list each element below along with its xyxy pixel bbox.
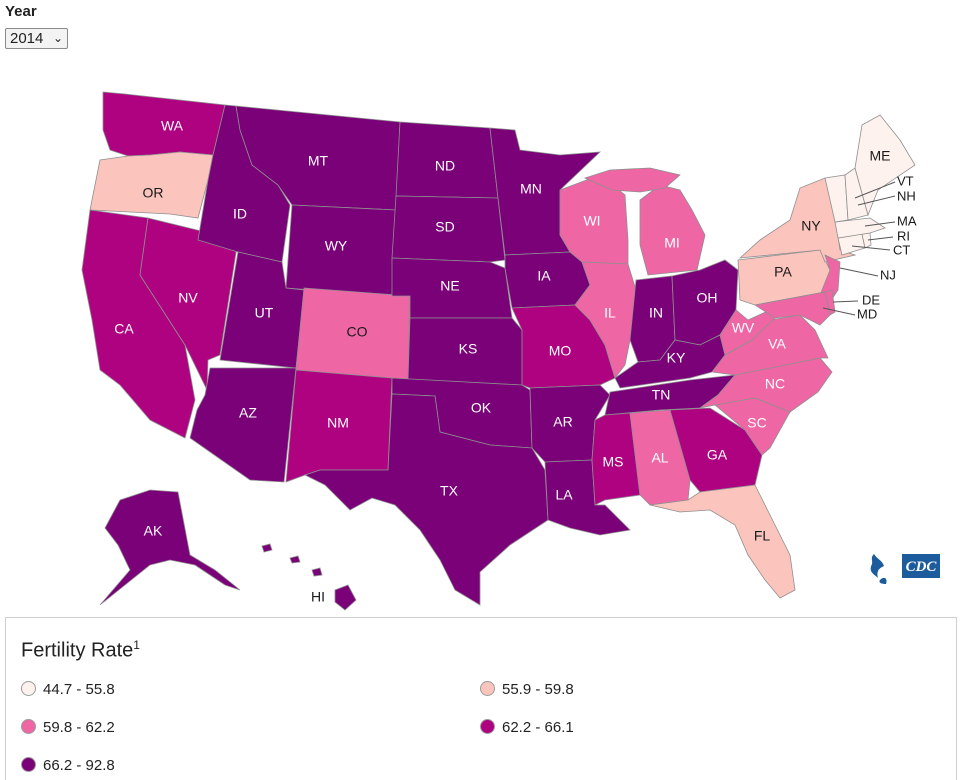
state-hi[interactable] bbox=[334, 584, 357, 611]
label-az: AZ bbox=[239, 405, 257, 421]
state-hi-3[interactable] bbox=[289, 555, 301, 564]
state-hi-4[interactable] bbox=[261, 543, 273, 553]
label-la: LA bbox=[555, 487, 573, 503]
legend-swatch bbox=[480, 719, 495, 734]
state-nc[interactable] bbox=[699, 357, 833, 413]
label-fl: FL bbox=[754, 528, 771, 544]
label-hi: HI bbox=[311, 589, 325, 605]
legend-range: 55.9 - 59.8 bbox=[502, 681, 574, 698]
legend-range: 44.7 - 55.8 bbox=[43, 681, 115, 698]
state-fl[interactable] bbox=[649, 484, 796, 599]
us-map: WA OR CA NV ID MT WY UT AZ CO NM ND SD N… bbox=[81, 91, 917, 611]
label-wy: WY bbox=[325, 238, 348, 254]
label-ok: OK bbox=[471, 400, 492, 416]
legend-swatch bbox=[21, 719, 36, 734]
legend-range: 66.2 - 92.8 bbox=[43, 757, 115, 774]
label-md: MD bbox=[857, 306, 877, 321]
label-wi: WI bbox=[583, 213, 600, 229]
legend-range: 59.8 - 62.2 bbox=[43, 719, 115, 736]
label-nd: ND bbox=[435, 158, 455, 174]
state-de[interactable] bbox=[824, 289, 836, 316]
state-me[interactable] bbox=[854, 114, 916, 217]
label-ak: AK bbox=[144, 523, 163, 539]
label-de: DE bbox=[862, 292, 880, 307]
label-mo: MO bbox=[549, 343, 572, 359]
label-ne: NE bbox=[440, 278, 459, 294]
state-mi-up[interactable] bbox=[583, 167, 681, 193]
year-select[interactable]: 2014 ⌄ bbox=[5, 28, 68, 49]
label-ut: UT bbox=[255, 305, 274, 321]
label-wa: WA bbox=[161, 118, 184, 134]
label-mt: MT bbox=[308, 153, 329, 169]
label-nh: NH bbox=[897, 188, 916, 203]
state-hi-2[interactable] bbox=[311, 567, 323, 577]
label-ia: IA bbox=[537, 268, 551, 284]
label-nj: NJ bbox=[880, 267, 896, 282]
label-ar: AR bbox=[553, 414, 572, 430]
year-label: Year bbox=[5, 3, 37, 20]
label-nm: NM bbox=[327, 415, 349, 431]
state-ga[interactable] bbox=[669, 407, 763, 493]
label-vt: VT bbox=[897, 173, 914, 188]
label-id: ID bbox=[233, 206, 247, 222]
legend-swatch bbox=[480, 681, 495, 696]
label-il: IL bbox=[604, 305, 616, 321]
label-ms: MS bbox=[603, 454, 624, 470]
cdc-logo: CDC bbox=[864, 550, 944, 591]
state-sd[interactable] bbox=[391, 195, 506, 263]
label-ks: KS bbox=[459, 341, 478, 357]
label-mi: MI bbox=[664, 235, 680, 251]
chevron-down-icon: ⌄ bbox=[52, 31, 63, 45]
legend-swatch bbox=[21, 681, 36, 696]
label-ct: CT bbox=[893, 242, 910, 257]
legend-footnote: 1 bbox=[133, 638, 140, 652]
state-nv[interactable] bbox=[139, 217, 239, 391]
label-me: ME bbox=[870, 148, 891, 164]
legend-title: Fertility Rate1 bbox=[21, 638, 140, 662]
label-va: VA bbox=[768, 336, 786, 352]
label-tn: TN bbox=[652, 387, 671, 403]
label-nv: NV bbox=[178, 290, 198, 306]
legend: Fertility Rate1 44.7 - 55.8 55.9 - 59.8 … bbox=[5, 617, 957, 780]
state-ak[interactable] bbox=[99, 489, 241, 606]
label-pa: PA bbox=[774, 264, 792, 280]
label-ky: KY bbox=[667, 350, 686, 366]
label-ga: GA bbox=[707, 447, 728, 463]
label-mn: MN bbox=[520, 181, 542, 197]
state-az[interactable] bbox=[189, 367, 297, 483]
state-tx[interactable] bbox=[303, 393, 549, 606]
state-mi[interactable] bbox=[639, 184, 706, 276]
label-ca: CA bbox=[114, 321, 134, 337]
label-tx: TX bbox=[440, 483, 459, 499]
label-or: OR bbox=[143, 185, 164, 201]
label-wv: WV bbox=[732, 320, 755, 336]
label-ny: NY bbox=[801, 218, 821, 234]
state-ma[interactable] bbox=[834, 217, 886, 239]
label-co: CO bbox=[347, 324, 368, 340]
state-or[interactable] bbox=[89, 151, 214, 219]
legend-swatch bbox=[21, 757, 36, 772]
label-sc: SC bbox=[747, 415, 766, 431]
legend-range: 62.2 - 66.1 bbox=[502, 719, 574, 736]
label-oh: OH bbox=[697, 290, 718, 306]
year-select-value: 2014 bbox=[10, 30, 44, 47]
label-ma: MA bbox=[897, 213, 917, 228]
label-nc: NC bbox=[765, 376, 785, 392]
label-sd: SD bbox=[435, 219, 454, 235]
label-ri: RI bbox=[897, 228, 910, 243]
label-in: IN bbox=[649, 305, 663, 321]
cdc-logo-text: CDC bbox=[906, 559, 938, 575]
label-al: AL bbox=[651, 450, 668, 466]
leader-lines bbox=[822, 181, 896, 316]
